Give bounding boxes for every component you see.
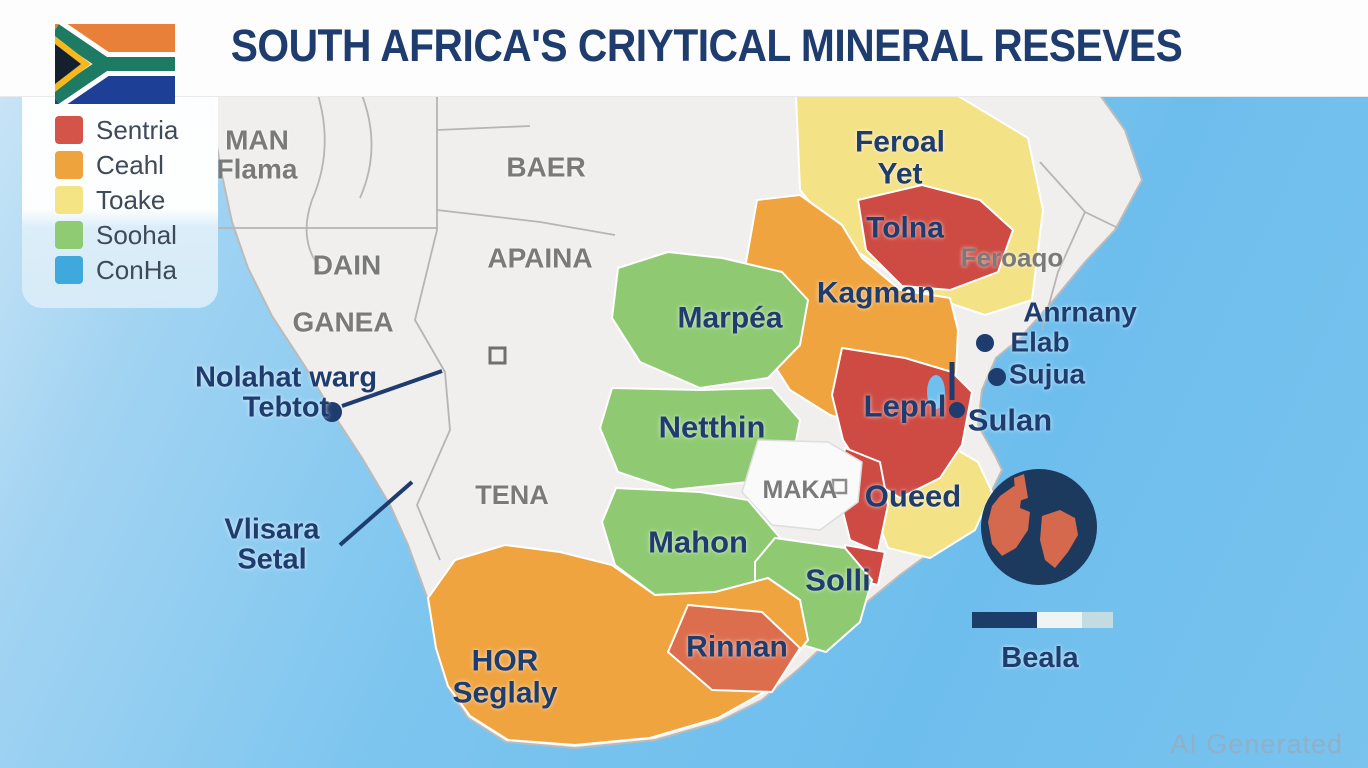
sujua-city-dot [988, 368, 1006, 386]
place-label-sujua: Sujua [1008, 358, 1086, 390]
legend-swatch-toake [55, 186, 83, 214]
legend-swatch-sentria [55, 116, 83, 144]
maka-square-marker [831, 478, 848, 495]
place-label-anrnany: Anrnany [1023, 296, 1137, 328]
tebtot-city-dot [322, 402, 342, 422]
legend-label: ConHa [96, 255, 177, 285]
legend-item-toake: Toake [55, 186, 178, 214]
legend-item-ceahl: Ceahl [55, 151, 178, 179]
region-maka [741, 439, 863, 531]
country-borders [205, 94, 1119, 561]
legend-swatch-conha [55, 256, 83, 284]
region-label-tolna: Tolna [866, 211, 944, 245]
south-africa-flag-icon [55, 24, 175, 104]
place-label-elab: Elab [1010, 326, 1070, 358]
lake [927, 375, 945, 409]
region-hor-seglaly [427, 544, 809, 746]
tebtot-leader-line [341, 369, 443, 408]
region-label-netthin: Netthin [658, 409, 766, 445]
map-scale-bar [972, 612, 1113, 628]
legend-label: Toake [96, 185, 166, 215]
legend: Sentria Ceahl Toake Soohal ConHa [55, 116, 178, 291]
region-label-solli: Solli [805, 562, 871, 598]
legend-label: Soohal [96, 220, 177, 250]
place-label-sulan: Sulan [967, 402, 1053, 438]
country-label-apaina: APAINA [487, 242, 593, 274]
legend-label: Ceahl [96, 150, 164, 180]
legend-swatch-soohal [55, 221, 83, 249]
place-label-vlisara-setal: Vlisara Setal [224, 513, 320, 576]
legend-swatch-ceahl [55, 151, 83, 179]
vlisara-leader-line [338, 480, 414, 547]
country-label-dain: DAIN [312, 249, 382, 281]
legend-item-soohal: Soohal [55, 221, 178, 249]
region-label-mahon: Mahon [648, 524, 748, 560]
legend-item-conha: ConHa [55, 256, 178, 284]
region-label-rinnan: Rinnan [686, 630, 788, 664]
region-label-hor-seglaly: HOR Seglaly [452, 644, 558, 709]
globe-icon [981, 469, 1097, 585]
country-label-man-flama: MAN Flama [216, 124, 298, 185]
scale-bar-label: Beala [1001, 641, 1079, 674]
region-label-marpea: Marpéa [677, 301, 783, 335]
region-label-oueed: Oueed [864, 478, 962, 514]
country-label-baer: BAER [506, 151, 586, 183]
region-label-lepnl: Lepnl [863, 388, 947, 424]
country-label-feroaqo: Feroaqo [960, 242, 1064, 273]
country-label-ganea: GANEA [292, 306, 394, 338]
region-marpea [611, 251, 809, 389]
map-markers [322, 334, 1006, 547]
region-rinnan [667, 604, 801, 693]
legend-label: Sentria [96, 115, 179, 145]
region-label-kagman: Kagman [816, 276, 936, 310]
region-label-feroal-yet: Feroal Yet [854, 125, 946, 190]
region-tolna [857, 184, 1014, 291]
country-label-maka: MAKA [762, 475, 838, 504]
ganea-square-marker [488, 346, 507, 365]
ai-generated-watermark: AI Generated [1170, 729, 1343, 759]
page-title: SOUTH AFRICA'S CRIYTICAL MINERAL RESEVES [230, 20, 1183, 71]
place-label-nolahat-tebtot: Nolahat warg Tebtot [194, 361, 378, 424]
header-bar: SOUTH AFRICA'S CRIYTICAL MINERAL RESEVES [0, 0, 1368, 97]
country-label-tena: TENA [475, 479, 549, 510]
sulan-city-dot [949, 402, 965, 418]
elab-city-dot [976, 334, 994, 352]
legend-item-sentria: Sentria [55, 116, 178, 144]
